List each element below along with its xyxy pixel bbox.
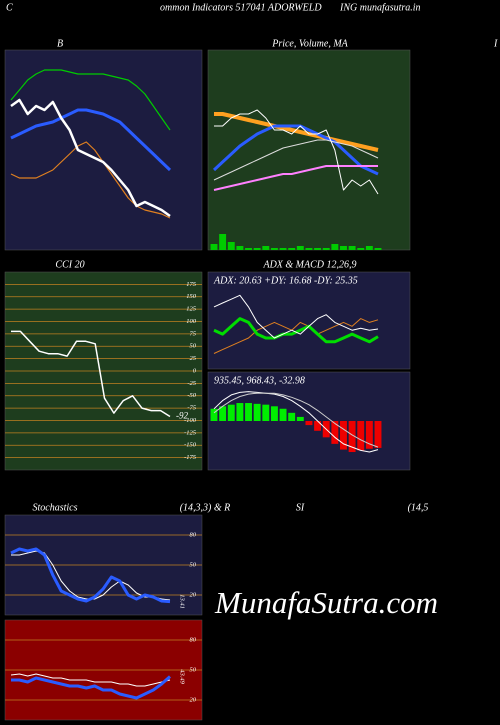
panel [207, 49, 411, 251]
y-tick-label: -150 [184, 442, 197, 449]
series-line [213, 392, 379, 448]
header-right: ING munafasutra.in [339, 2, 421, 13]
bar [340, 246, 347, 250]
bar [245, 248, 252, 250]
bar [219, 234, 227, 250]
chart-title: ADX & MACD 12,26,9 [262, 259, 356, 270]
series-line [10, 98, 171, 218]
bar [227, 242, 235, 250]
series-line [10, 547, 171, 604]
bar [262, 246, 270, 250]
bar [365, 246, 373, 250]
value-label: 13.41 [179, 594, 186, 609]
header-middle: ommon Indicators 517041 ADORWELD [160, 2, 322, 13]
chart-subtitle: (14,3,3) & R [180, 502, 231, 513]
header-left: C [6, 2, 13, 13]
value-label: -92 [176, 411, 188, 421]
bar [348, 246, 356, 250]
series-line [214, 112, 379, 152]
y-tick-label: -100 [184, 417, 197, 424]
bar [331, 244, 339, 250]
bar [288, 412, 296, 421]
y-tick-label: 80 [190, 531, 197, 538]
series-line [10, 673, 171, 687]
bar [288, 248, 296, 250]
series-line [213, 165, 378, 191]
y-tick-label: -75 [187, 405, 196, 412]
series-line [10, 141, 171, 219]
y-tick-label: -50 [187, 392, 196, 399]
chart-title: B [57, 38, 63, 49]
series-line [212, 124, 379, 176]
bar [210, 244, 218, 250]
bar [322, 248, 330, 250]
chart-title: CCI 20 [55, 259, 84, 270]
bar [262, 404, 270, 421]
bar [314, 248, 322, 250]
series-line [213, 139, 379, 181]
bar [270, 406, 278, 421]
bar [219, 406, 227, 421]
bar [305, 248, 313, 250]
bar [374, 248, 382, 250]
y-tick-label: 100 [186, 318, 197, 325]
chart-title: SI [296, 502, 305, 513]
y-tick-label: 50 [190, 561, 197, 568]
chart-title: Price, Volume, MA [271, 38, 348, 49]
bar [253, 403, 261, 421]
annotation: 935.45, 968.43, -32.98 [214, 375, 305, 386]
series-line [214, 109, 379, 195]
bar [357, 248, 365, 250]
bar [331, 421, 339, 444]
bar [296, 416, 304, 421]
series-line [213, 391, 379, 453]
annotation: ADX: 20.63 +DY: 16.68 -DY: 25.35 [213, 275, 358, 286]
bar [357, 421, 365, 451]
bar [236, 403, 244, 421]
bar [270, 248, 278, 250]
series-line [11, 330, 171, 418]
y-tick-label: 20 [190, 696, 197, 703]
y-tick-label: 75 [190, 330, 197, 337]
y-tick-label: 0 [193, 367, 197, 374]
bar [210, 408, 218, 421]
watermark: MunafaSutra.com [214, 585, 438, 620]
y-tick-label: 50 [190, 666, 197, 673]
series-line [213, 318, 379, 354]
bar [314, 421, 322, 431]
series-line [213, 294, 379, 339]
bar [296, 246, 304, 250]
bar [245, 403, 252, 421]
y-tick-label: 175 [186, 281, 197, 288]
value-label: 43.49 [179, 669, 186, 684]
chart-title: Stochastics [33, 502, 78, 513]
bar [348, 421, 356, 453]
series-line [10, 69, 171, 131]
chart-subtitle: (14,5 [408, 502, 429, 513]
y-tick-label: -175 [184, 454, 197, 461]
bar [374, 421, 382, 448]
bar [279, 248, 287, 250]
panel [4, 49, 203, 251]
y-tick-label: 50 [190, 343, 197, 350]
y-tick-label: 20 [190, 591, 197, 598]
header-edge: I [493, 38, 498, 49]
bar [340, 421, 347, 450]
y-tick-label: 80 [190, 636, 197, 643]
bar [253, 248, 261, 250]
bar [365, 421, 373, 449]
bar [305, 421, 313, 426]
y-tick-label: -25 [187, 380, 196, 387]
y-tick-label: -125 [184, 429, 197, 436]
series-line [11, 675, 171, 700]
bar [279, 408, 287, 421]
bar [236, 246, 244, 250]
series-line [10, 108, 172, 172]
bar [227, 404, 235, 421]
y-tick-label: 125 [186, 306, 197, 313]
y-tick-label: 150 [186, 293, 197, 300]
y-tick-label: 25 [190, 355, 197, 362]
